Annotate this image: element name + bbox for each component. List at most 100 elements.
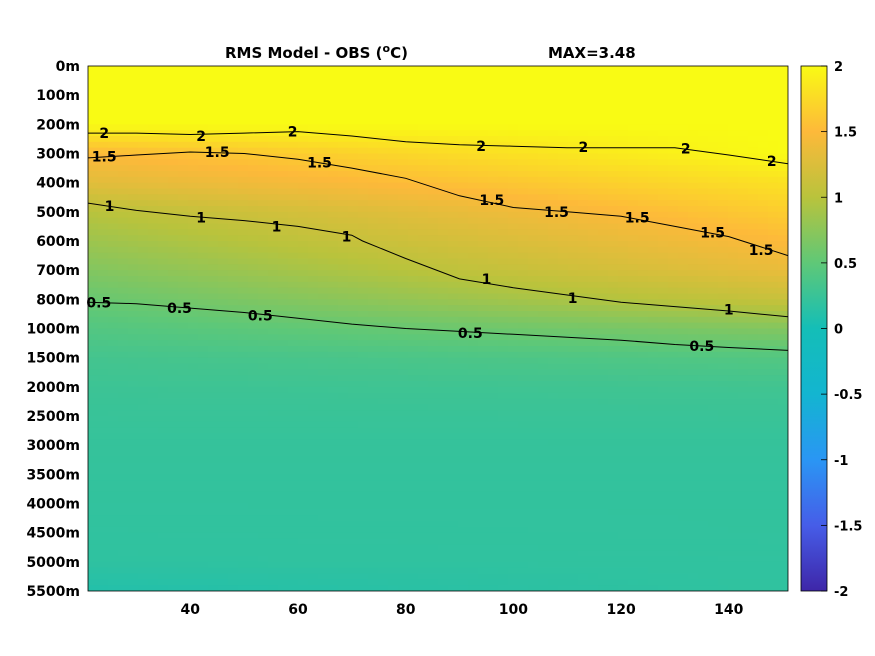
heatmap-cell (328, 439, 339, 446)
heatmap-cell (378, 95, 389, 102)
heatmap-cell (468, 421, 479, 429)
heatmap-cell (578, 305, 589, 312)
heatmap-cell (98, 136, 109, 143)
heatmap-cell (378, 106, 389, 114)
heatmap-cell (388, 462, 399, 470)
heatmap-cell (618, 89, 629, 96)
heatmap-cell (318, 521, 329, 528)
heatmap-cell (548, 316, 559, 324)
heatmap-cell (608, 176, 619, 184)
heatmap-cell (218, 83, 229, 90)
heatmap-cell (588, 200, 599, 207)
heatmap-cell (108, 550, 119, 557)
heatmap-cell (158, 544, 169, 551)
heatmap-cell (468, 293, 479, 300)
heatmap-cell (338, 206, 349, 213)
heatmap-cell (88, 491, 99, 499)
heatmap-cell (408, 410, 419, 417)
heatmap-cell (628, 71, 639, 79)
heatmap-cell (318, 398, 329, 405)
heatmap-cell (468, 398, 479, 405)
heatmap-cell (608, 141, 619, 149)
heatmap-cell (298, 526, 309, 534)
heatmap-cell (268, 182, 279, 190)
heatmap-cell (308, 334, 319, 341)
heatmap-cell (248, 112, 259, 120)
heatmap-cell (498, 66, 509, 73)
heatmap-cell (488, 351, 499, 359)
heatmap-cell (458, 503, 469, 510)
heatmap-cell (388, 293, 399, 300)
heatmap-cell (568, 71, 579, 79)
heatmap-cell (328, 556, 339, 563)
heatmap-cell (548, 491, 559, 499)
heatmap-cell (458, 398, 469, 405)
heatmap-cell (138, 287, 149, 295)
heatmap-cell (528, 316, 539, 324)
heatmap-cell (468, 556, 479, 563)
heatmap-cell (368, 573, 379, 580)
heatmap-cell (138, 241, 149, 248)
heatmap-cell (138, 118, 149, 125)
heatmap-cell (128, 106, 139, 114)
heatmap-cell (98, 165, 109, 172)
heatmap-cell (638, 153, 649, 160)
heatmap-cell (358, 363, 369, 370)
heatmap-cell (298, 328, 309, 335)
heatmap-cell (178, 433, 189, 440)
heatmap-cell (438, 550, 449, 557)
heatmap-cell (98, 77, 109, 85)
heatmap-cell (138, 486, 149, 493)
heatmap-cell (318, 503, 329, 510)
heatmap-cell (268, 77, 279, 85)
heatmap-cell (508, 404, 519, 411)
heatmap-cell (468, 147, 479, 155)
heatmap-cell (258, 381, 269, 388)
heatmap-cell (418, 538, 429, 545)
heatmap-cell (608, 124, 619, 131)
heatmap-cell (448, 229, 459, 236)
heatmap-cell (268, 451, 279, 458)
heatmap-cell (128, 515, 139, 522)
heatmap-cell (88, 229, 99, 236)
heatmap-cell (138, 509, 149, 516)
heatmap-cell (178, 276, 189, 283)
heatmap-cell (338, 439, 349, 446)
heatmap-cell (318, 200, 329, 207)
heatmap-cell (588, 351, 599, 359)
heatmap-cell (488, 573, 499, 580)
heatmap-cell (438, 258, 449, 265)
heatmap-cell (608, 386, 619, 394)
heatmap-cell (568, 264, 579, 271)
heatmap-cell (598, 521, 609, 528)
heatmap-cell (398, 363, 409, 370)
heatmap-cell (608, 252, 619, 260)
heatmap-cell (518, 579, 529, 586)
heatmap-cell (418, 241, 429, 248)
heatmap-cell (458, 468, 469, 475)
heatmap-cell (488, 165, 499, 172)
heatmap-cell (408, 270, 419, 277)
heatmap-cell (468, 410, 479, 417)
heatmap-cell (108, 346, 119, 353)
heatmap-cell (348, 521, 359, 528)
heatmap-cell (118, 159, 129, 166)
heatmap-cell (588, 217, 599, 225)
heatmap-cell (438, 357, 449, 365)
heatmap-cell (598, 246, 609, 254)
heatmap-cell (588, 556, 599, 563)
heatmap-cell (308, 89, 319, 96)
heatmap-cell (608, 456, 619, 464)
heatmap-cell (598, 515, 609, 522)
heatmap-cell (518, 276, 529, 283)
heatmap-cell (278, 83, 289, 90)
heatmap-cell (158, 532, 169, 540)
heatmap-cell (208, 404, 219, 411)
heatmap-cell (338, 416, 349, 423)
heatmap-cell (558, 316, 569, 324)
heatmap-cell (588, 398, 599, 405)
heatmap-cell (438, 235, 449, 242)
heatmap-cell (438, 124, 449, 131)
heatmap-cell (88, 433, 99, 440)
heatmap-cell (538, 386, 549, 394)
